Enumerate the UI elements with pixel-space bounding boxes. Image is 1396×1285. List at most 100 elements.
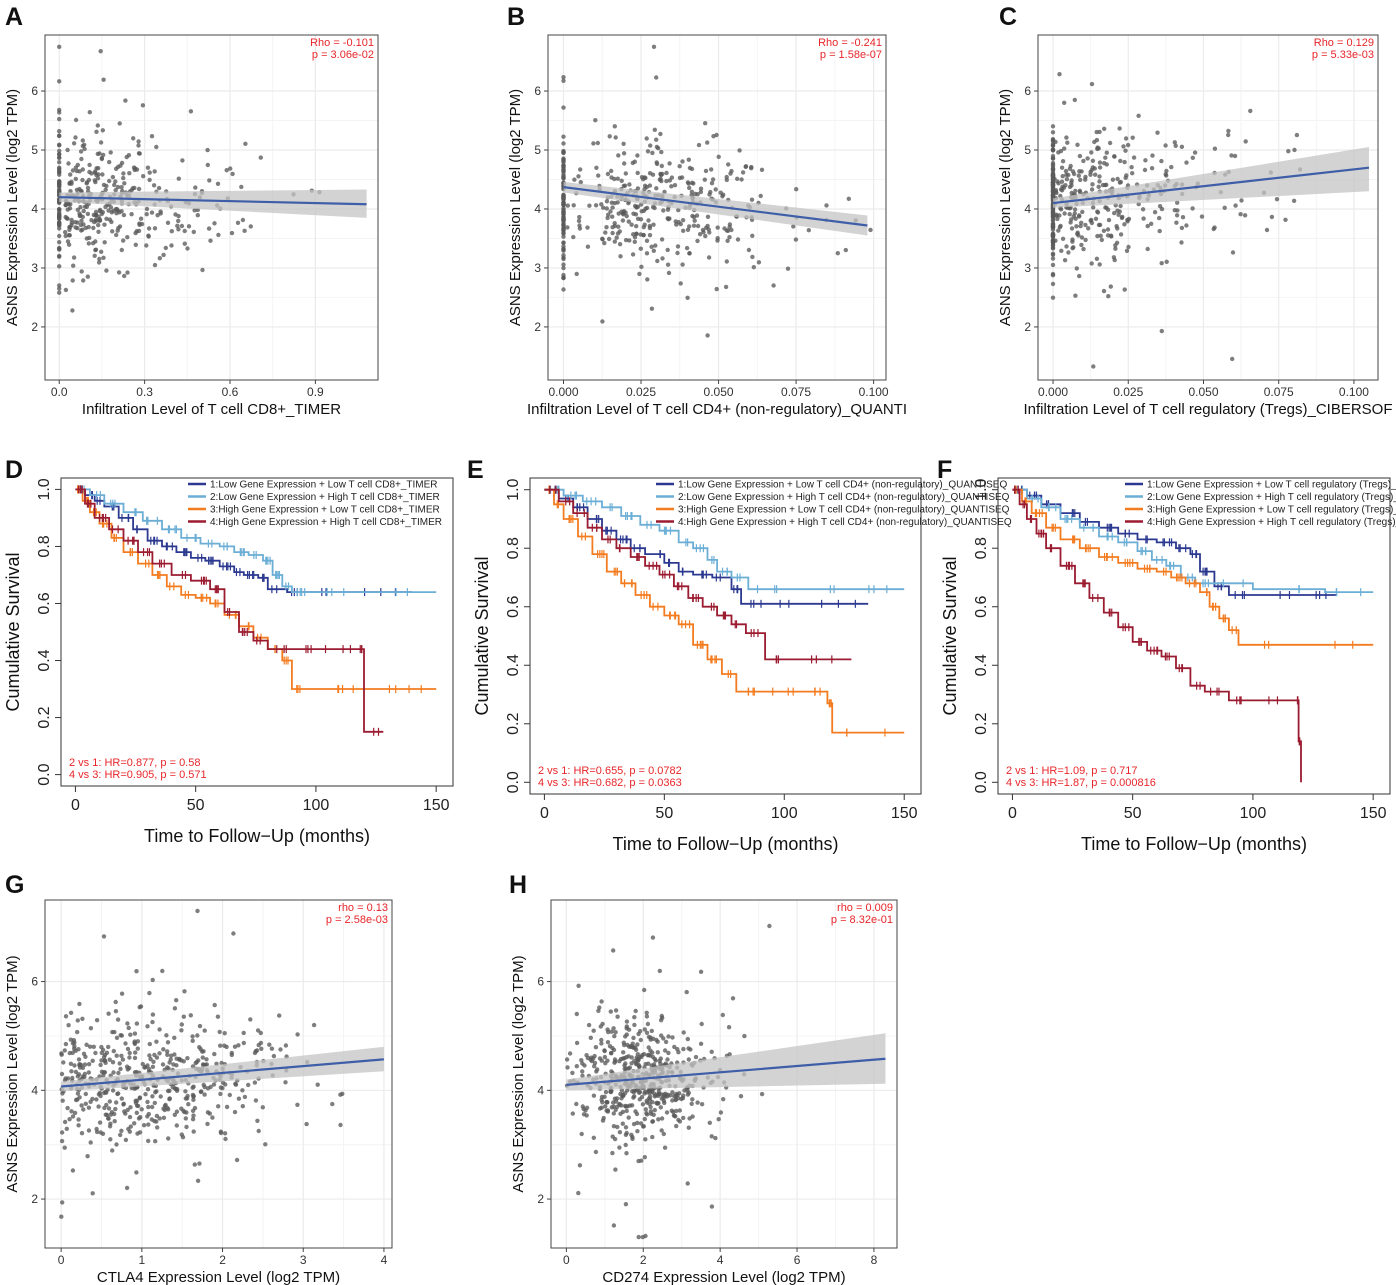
data-point (655, 1039, 660, 1044)
data-point (131, 136, 136, 141)
data-point (651, 248, 656, 253)
data-point (1104, 150, 1110, 155)
data-point (155, 213, 160, 218)
data-point (574, 1011, 579, 1017)
data-point (121, 238, 126, 243)
x-tick-label: 0.050 (704, 385, 734, 399)
data-point (195, 213, 200, 218)
data-point (75, 162, 81, 168)
data-point (1079, 220, 1084, 225)
x-axis-label: Time to Follow−Up (months) (144, 826, 370, 846)
x-axis-label: CTLA4 Expression Level (log2 TPM) (97, 1269, 340, 1285)
data-point (135, 1046, 140, 1051)
data-point (698, 189, 704, 195)
data-point (663, 1039, 669, 1045)
data-point (1164, 259, 1169, 264)
data-point (84, 1042, 89, 1048)
x-tick-label: 2 (640, 1253, 647, 1267)
data-point (1094, 256, 1100, 261)
data-point (1212, 146, 1218, 151)
data-point (1077, 273, 1082, 279)
data-point (616, 153, 621, 158)
data-point (136, 186, 142, 192)
data-point (644, 1111, 649, 1116)
data-point (617, 1145, 622, 1150)
data-point (57, 206, 62, 212)
data-point (687, 1116, 692, 1121)
data-point (64, 216, 70, 221)
data-point (613, 1030, 618, 1035)
data-point (116, 270, 122, 275)
x-tick-label: 0.050 (1188, 385, 1218, 399)
data-point (635, 170, 640, 176)
data-point (205, 1086, 211, 1091)
data-point (687, 251, 692, 256)
data-point (1115, 176, 1120, 182)
data-point (1050, 188, 1056, 193)
data-point (1081, 246, 1086, 252)
data-point (122, 273, 127, 279)
data-point (727, 235, 732, 240)
data-point (114, 1142, 119, 1147)
data-point (1173, 143, 1178, 148)
data-point (82, 1062, 88, 1067)
data-point (718, 1110, 724, 1115)
data-point (259, 1046, 264, 1052)
data-point (152, 1100, 157, 1106)
data-point (263, 1142, 268, 1147)
data-point (1103, 155, 1108, 160)
data-point (1243, 139, 1248, 144)
data-point (579, 1058, 584, 1063)
data-point (176, 213, 181, 219)
y-tick-label: 2 (31, 320, 38, 334)
data-point (1058, 148, 1064, 154)
data-point (330, 1101, 335, 1107)
data-point (57, 226, 62, 231)
data-point (613, 135, 618, 140)
confidence-band (1053, 147, 1369, 208)
data-point (726, 162, 731, 167)
data-point (229, 230, 235, 236)
data-point (240, 1104, 245, 1109)
data-point (1090, 158, 1096, 163)
data-point (186, 224, 192, 229)
data-point (148, 1056, 153, 1062)
data-point (145, 1024, 150, 1029)
data-point (561, 223, 566, 228)
data-point (1104, 205, 1109, 210)
data-point (670, 1035, 675, 1040)
data-point (685, 1036, 690, 1042)
data-point (806, 228, 811, 233)
data-point (600, 1118, 606, 1123)
data-point (1222, 205, 1227, 210)
data-point (727, 1052, 732, 1057)
data-point (624, 1151, 629, 1156)
data-point (147, 1053, 152, 1058)
data-point (1060, 236, 1066, 241)
data-point (1117, 126, 1122, 131)
data-point (577, 214, 582, 220)
data-point (609, 175, 614, 180)
data-point (152, 226, 158, 231)
data-point (81, 1107, 86, 1112)
data-point (750, 233, 755, 238)
data-point (653, 1093, 659, 1098)
data-point (191, 1097, 196, 1103)
data-point (1190, 155, 1196, 160)
data-point (1122, 287, 1127, 292)
data-point (1050, 281, 1056, 287)
data-point (165, 1088, 171, 1094)
data-point (110, 229, 115, 234)
data-point (561, 157, 566, 162)
data-point (705, 333, 710, 338)
data-point (1061, 185, 1067, 190)
data-point (1073, 293, 1078, 298)
data-point (1073, 188, 1078, 194)
data-point (255, 1028, 261, 1033)
x-tick-label: 50 (1124, 805, 1142, 822)
data-point (675, 244, 681, 249)
data-point (678, 281, 683, 286)
